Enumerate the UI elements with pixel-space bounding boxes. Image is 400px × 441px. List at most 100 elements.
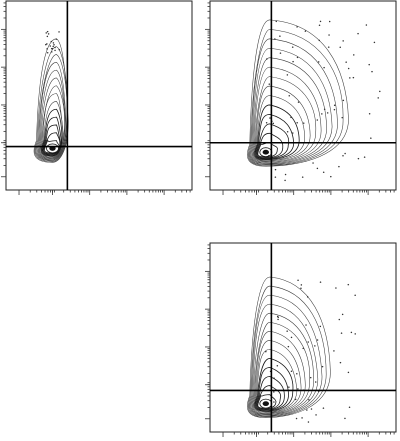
outlier-point [272,122,275,125]
outlier-point [319,281,322,283]
outlier-point [291,46,294,48]
population-core [262,401,269,407]
contour-line [251,331,306,414]
outlier-point [46,43,48,45]
outlier-point [317,61,320,63]
plot-frame [209,0,397,191]
contour-line [247,285,327,418]
contour-line [250,312,314,416]
outlier-point [58,48,61,51]
contour-line [248,38,338,166]
outlier-point [50,40,53,43]
outlier-point [339,361,342,364]
outlier-point [333,108,336,111]
outlier-point [266,58,268,60]
axis-ticks [205,2,395,195]
outlier-point [342,40,344,42]
contour-line [249,47,333,165]
outlier-point [312,162,314,164]
outlier-point [54,49,56,52]
outlier-point [277,316,280,318]
outlier-point [47,33,50,35]
outlier-point [296,56,299,59]
outlier-point [322,407,325,409]
outlier-point [363,156,366,158]
outlier-point [333,350,335,352]
outlier-point [49,45,52,47]
outlier-point [269,117,271,119]
contour-line [41,116,62,156]
outlier-point [301,176,304,178]
outlier-point [294,398,297,401]
outlier-point [302,347,304,350]
plot-panel-bottom-right [205,242,397,437]
outlier-point [46,30,49,33]
outlier-points [45,30,61,54]
outlier-point [348,406,351,409]
outlier-point [286,74,289,76]
outlier-point [46,35,49,38]
contour-line [40,108,63,157]
outlier-point [338,165,340,168]
outlier-point [55,38,58,40]
outlier-point [345,61,347,63]
plot-frame [209,242,397,433]
outlier-point [296,122,298,124]
contour-line [255,123,290,159]
outlier-point [54,46,56,49]
outlier-point [295,417,298,420]
outlier-point [52,45,54,48]
outlier-point [276,365,279,367]
outlier-point [286,130,289,133]
outlier-point [344,417,346,420]
plot-panel-top-right [205,0,397,195]
outlier-point [52,42,55,44]
outlier-point [287,345,290,348]
outlier-point [302,122,305,124]
contour-line [36,69,66,160]
outlier-point [296,26,298,28]
contour-line [251,66,322,163]
outlier-point [338,318,341,321]
outlier-point [323,108,326,110]
contour-line [254,358,294,412]
outlier-point [316,167,319,170]
outlier-points [265,279,356,423]
outlier-point [290,370,293,372]
outlier-point [328,20,331,23]
contour-group [247,276,331,418]
population-core [262,149,269,155]
outlier-point [267,154,270,157]
outlier-point [297,101,300,103]
outlier-point [46,52,49,54]
outlier-point [53,44,55,46]
outlier-point [340,332,343,334]
contour-line [42,124,61,155]
outlier-point [279,52,282,54]
outlier-point [300,284,303,286]
outlier-point [310,408,313,410]
outlier-point [309,376,312,379]
contour-line [37,77,66,160]
outlier-point [284,173,287,176]
outlier-point [341,116,343,119]
outlier-point [371,70,373,73]
contour-line [255,367,289,411]
population-core-ring [46,143,59,154]
outlier-point [318,39,321,42]
contour-line [247,276,331,418]
contour-line [257,394,277,409]
outlier-point [51,51,53,53]
contour-line [249,303,319,416]
outlier-point [323,66,325,69]
outlier-point [316,119,319,121]
contour-line [254,104,300,161]
outlier-point [300,287,302,290]
outlier-point [349,77,351,79]
outlier-point [273,401,275,403]
contour-line [251,321,310,415]
outlier-point [368,63,370,66]
outlier-point [301,417,303,419]
outlier-point [279,35,281,37]
